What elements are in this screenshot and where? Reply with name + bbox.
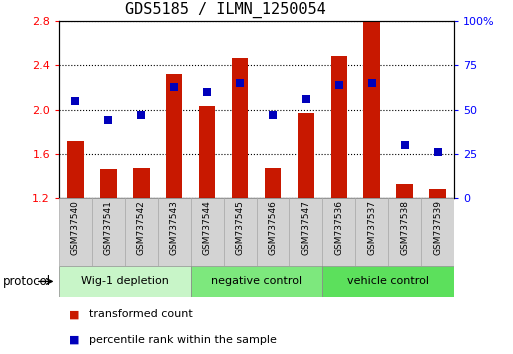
Bar [191, 198, 224, 266]
Bar [224, 198, 256, 266]
Bar [330, 56, 347, 198]
Point [368, 80, 376, 86]
Text: GSM737547: GSM737547 [301, 200, 310, 255]
Point [401, 142, 409, 148]
Bar [166, 74, 183, 198]
Bar [67, 141, 84, 198]
Text: GDS5185 / ILMN_1250054: GDS5185 / ILMN_1250054 [125, 1, 325, 18]
Bar [322, 266, 454, 297]
Text: GSM737537: GSM737537 [367, 200, 376, 255]
Point [71, 98, 80, 104]
Bar [265, 169, 281, 198]
Point [269, 112, 277, 118]
Bar [59, 266, 191, 297]
Point [104, 118, 112, 123]
Text: vehicle control: vehicle control [347, 276, 429, 286]
Text: GSM737538: GSM737538 [400, 200, 409, 255]
Bar [133, 169, 149, 198]
Text: ■: ■ [69, 335, 80, 345]
Bar [59, 198, 92, 266]
Bar [256, 198, 289, 266]
Text: GSM737541: GSM737541 [104, 200, 113, 255]
Bar [298, 113, 314, 198]
Point [137, 112, 145, 118]
Bar [397, 184, 413, 198]
Bar [199, 107, 215, 198]
Text: GSM737546: GSM737546 [268, 200, 278, 255]
Point [302, 96, 310, 102]
Text: GSM737545: GSM737545 [235, 200, 245, 255]
Bar [100, 170, 116, 198]
Text: GSM737544: GSM737544 [203, 200, 212, 255]
Text: GSM737536: GSM737536 [334, 200, 343, 255]
Text: GSM737539: GSM737539 [433, 200, 442, 255]
Text: GSM737542: GSM737542 [137, 200, 146, 255]
Bar [191, 266, 322, 297]
Bar [364, 21, 380, 198]
Point [170, 84, 179, 90]
Point [334, 82, 343, 88]
Text: ■: ■ [69, 309, 80, 319]
Text: GSM737543: GSM737543 [170, 200, 179, 255]
Text: percentile rank within the sample: percentile rank within the sample [89, 335, 277, 345]
Bar [355, 198, 388, 266]
Bar [388, 198, 421, 266]
Bar [125, 198, 158, 266]
Point [203, 89, 211, 95]
Text: GSM737540: GSM737540 [71, 200, 80, 255]
Text: protocol: protocol [3, 275, 51, 288]
Text: Wig-1 depletion: Wig-1 depletion [81, 276, 169, 286]
Bar [289, 198, 322, 266]
Bar [421, 198, 454, 266]
Bar [429, 189, 446, 198]
Bar [158, 198, 191, 266]
Point [236, 80, 244, 86]
Bar [92, 198, 125, 266]
Point [433, 149, 442, 155]
Bar [232, 58, 248, 198]
Text: negative control: negative control [211, 276, 302, 286]
Text: transformed count: transformed count [89, 309, 192, 319]
Bar [322, 198, 355, 266]
